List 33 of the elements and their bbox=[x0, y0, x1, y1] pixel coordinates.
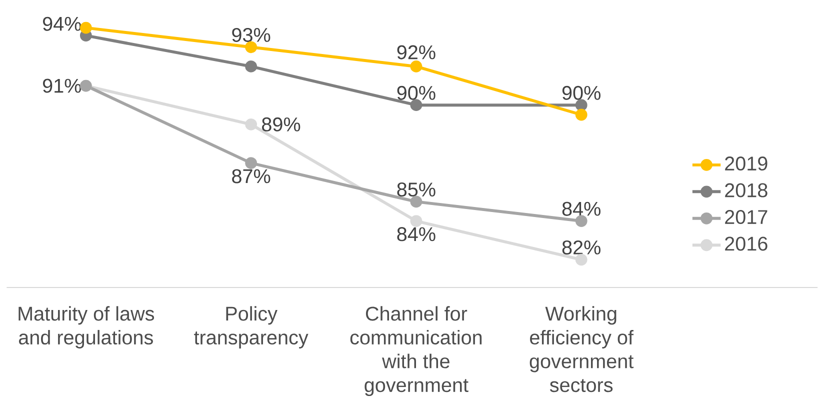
data-label: 94% bbox=[43, 17, 82, 32]
data-label: 90% bbox=[562, 86, 600, 100]
data-label: 87% bbox=[232, 169, 270, 184]
point bbox=[245, 60, 258, 73]
legend-label: 2017 bbox=[725, 210, 768, 224]
data-label: 82% bbox=[562, 240, 600, 255]
data-label: 84% bbox=[562, 202, 600, 216]
data-label: 84% bbox=[397, 227, 436, 242]
point bbox=[575, 108, 588, 121]
point bbox=[410, 99, 422, 112]
data-label: 89% bbox=[262, 118, 300, 132]
point bbox=[575, 99, 588, 112]
point bbox=[80, 22, 92, 34]
point bbox=[410, 215, 422, 228]
x-tick-label: Policy transparency bbox=[194, 306, 308, 349]
x-tick-label: Channel for communication with the government bbox=[350, 306, 482, 396]
x-tick-label: Maturity of laws and regulations bbox=[18, 306, 154, 349]
point bbox=[575, 215, 588, 228]
legend-label: 2019 bbox=[725, 156, 768, 171]
point bbox=[410, 196, 422, 208]
data-label: 93% bbox=[232, 28, 270, 42]
point bbox=[575, 254, 588, 266]
legend-label: 2016 bbox=[725, 236, 768, 251]
legend-label: 2018 bbox=[725, 183, 768, 198]
point bbox=[410, 60, 422, 73]
x-tick-label: Working efficiency of government sectors bbox=[530, 306, 634, 392]
point bbox=[245, 157, 258, 170]
data-label: 90% bbox=[397, 86, 436, 100]
point bbox=[245, 118, 258, 131]
point bbox=[245, 41, 258, 54]
data-label: 85% bbox=[397, 182, 436, 197]
data-label: 92% bbox=[397, 45, 436, 60]
data-label: 91% bbox=[43, 78, 82, 93]
